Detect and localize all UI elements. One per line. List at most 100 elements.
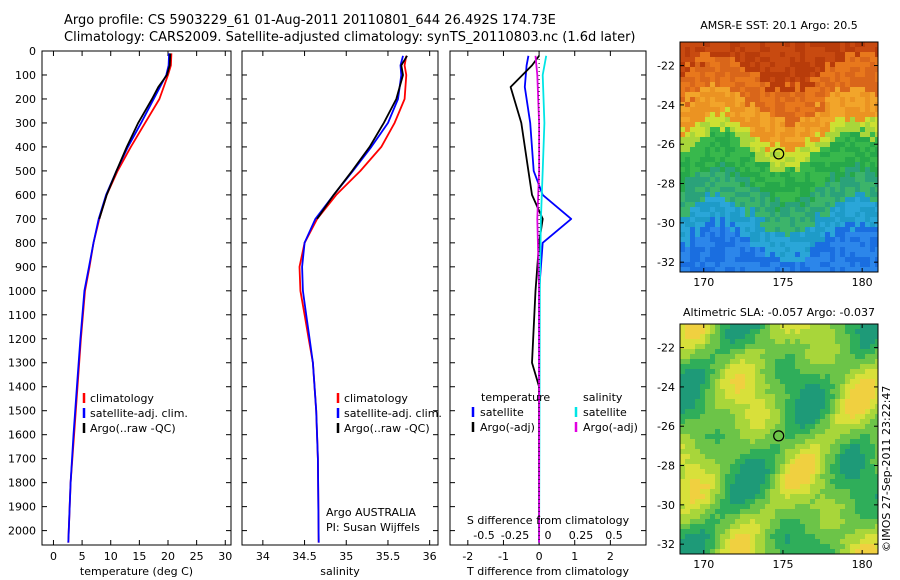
map-pixel	[810, 329, 815, 334]
map-pixel	[705, 409, 710, 414]
map-pixel	[795, 424, 800, 429]
map-pixel	[820, 509, 825, 514]
map-pixel	[780, 364, 785, 369]
map-pixel	[725, 474, 730, 479]
map-pixel	[860, 212, 865, 217]
map-pixel	[800, 344, 805, 349]
map-pixel	[830, 167, 835, 172]
map-pixel	[715, 177, 720, 182]
map-pixel	[690, 72, 695, 77]
map-pixel	[750, 359, 755, 364]
map-pixel	[810, 479, 815, 484]
map-pixel	[700, 177, 705, 182]
map-pixel	[835, 549, 840, 554]
map-pixel	[680, 529, 685, 534]
map-pixel	[745, 172, 750, 177]
map-pixel	[695, 409, 700, 414]
map-pixel	[780, 519, 785, 524]
map-pixel	[830, 439, 835, 444]
map-pixel	[830, 62, 835, 67]
map-pixel	[720, 509, 725, 514]
map-pixel	[805, 379, 810, 384]
map-pixel	[740, 544, 745, 549]
map-pixel	[835, 237, 840, 242]
map-pixel	[745, 429, 750, 434]
map-pixel	[695, 324, 700, 329]
map-pixel	[720, 549, 725, 554]
map-pixel	[715, 232, 720, 237]
x-tick-label: 1	[571, 550, 578, 563]
map-pixel	[840, 212, 845, 217]
map-pixel	[780, 172, 785, 177]
map-pixel	[770, 344, 775, 349]
map-pixel	[830, 127, 835, 132]
map-pixel	[835, 444, 840, 449]
map-pixel	[705, 262, 710, 267]
map-pixel	[765, 349, 770, 354]
map-pixel	[750, 509, 755, 514]
map-pixel	[730, 72, 735, 77]
map-pixel	[860, 142, 865, 147]
map-pixel	[840, 122, 845, 127]
map-pixel	[875, 107, 878, 112]
map-pixel	[725, 444, 730, 449]
map-pixel	[775, 454, 780, 459]
map-pixel	[865, 97, 870, 102]
map-pixel	[720, 107, 725, 112]
map-pixel	[840, 489, 845, 494]
map-pixel	[795, 429, 800, 434]
map-pixel	[735, 354, 740, 359]
map-pixel	[780, 454, 785, 459]
map-pixel	[720, 394, 725, 399]
map-pixel	[770, 167, 775, 172]
map-pixel	[815, 217, 820, 222]
map-pixel	[695, 419, 700, 424]
map-pixel	[800, 77, 805, 82]
map-pixel	[805, 404, 810, 409]
x-tick-label: 20	[161, 550, 175, 563]
map-pixel	[800, 47, 805, 52]
map-pixel	[810, 409, 815, 414]
map-pixel	[680, 47, 685, 52]
map-pixel	[820, 147, 825, 152]
map-pixel	[800, 212, 805, 217]
map-pixel	[830, 182, 835, 187]
map-pixel	[875, 439, 878, 444]
map-pixel	[825, 252, 830, 257]
map-pixel	[850, 222, 855, 227]
map-pixel	[825, 232, 830, 237]
map-pixel	[730, 429, 735, 434]
map-pixel	[730, 77, 735, 82]
map-pixel	[710, 324, 715, 329]
map-pixel	[795, 544, 800, 549]
map-pixel	[740, 207, 745, 212]
map-pixel	[820, 344, 825, 349]
map-pixel	[720, 449, 725, 454]
map-pixel	[765, 549, 770, 554]
map-pixel	[785, 389, 790, 394]
map-pixel	[830, 419, 835, 424]
map-pixel	[770, 429, 775, 434]
map-pixel	[725, 52, 730, 57]
map-pixel	[835, 544, 840, 549]
map-pixel	[810, 157, 815, 162]
map-pixel	[760, 324, 765, 329]
map-pixel	[850, 102, 855, 107]
map-pixel	[710, 424, 715, 429]
map-pixel	[760, 434, 765, 439]
map-pixel	[705, 344, 710, 349]
map-pixel	[730, 227, 735, 232]
map-pixel	[735, 147, 740, 152]
map-pixel	[685, 544, 690, 549]
map-pixel	[740, 514, 745, 519]
map-pixel	[790, 384, 795, 389]
map-pixel	[795, 484, 800, 489]
map-pixel	[875, 217, 878, 222]
map-pixel	[835, 409, 840, 414]
map-pixel	[860, 257, 865, 262]
map-pixel	[715, 429, 720, 434]
map-pixel	[700, 434, 705, 439]
map-pixel	[875, 419, 878, 424]
map-pixel	[750, 344, 755, 349]
map-pixel	[850, 344, 855, 349]
